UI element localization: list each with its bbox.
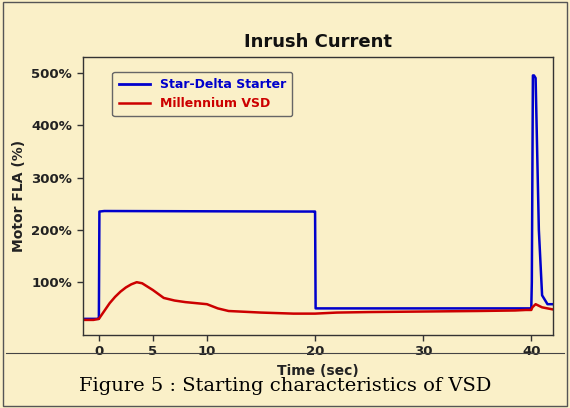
Legend: Star-Delta Starter, Millennium VSD: Star-Delta Starter, Millennium VSD: [112, 72, 292, 116]
Title: Inrush Current: Inrush Current: [244, 33, 392, 51]
Y-axis label: Motor FLA (%): Motor FLA (%): [12, 140, 26, 252]
X-axis label: Time (sec): Time (sec): [277, 364, 359, 377]
Text: Figure 5 : Starting characteristics of VSD: Figure 5 : Starting characteristics of V…: [79, 377, 491, 395]
